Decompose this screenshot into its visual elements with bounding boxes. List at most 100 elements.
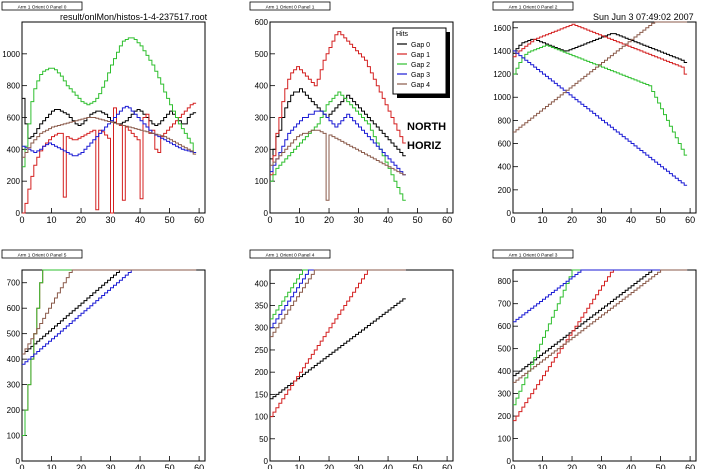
y-tick-label: 200 xyxy=(7,177,21,186)
x-tick-label: 40 xyxy=(135,463,145,469)
x-tick-label: 50 xyxy=(165,463,175,469)
x-tick-label: 20 xyxy=(324,215,334,225)
x-tick-label: 20 xyxy=(76,463,86,469)
x-tick-label: 40 xyxy=(383,215,393,225)
y-tick-label: 700 xyxy=(7,279,21,288)
y-tick-label: 250 xyxy=(255,346,269,355)
series-gap-0 xyxy=(513,33,688,63)
x-tick-label: 20 xyxy=(567,463,577,469)
x-tick-label: 30 xyxy=(106,463,116,469)
x-tick-label: 20 xyxy=(324,463,334,469)
series-gap-1 xyxy=(270,269,406,418)
panel-title: Arm 1 Orient 0 Panel 2 xyxy=(509,5,558,11)
y-tick-label: 1000 xyxy=(493,93,511,102)
y-tick-label: 600 xyxy=(255,18,269,27)
panel-title: Arm 1 Orient 0 Panel 3 xyxy=(509,253,558,259)
panel-title: Arm 1 Orient 0 Panel 5 xyxy=(18,253,67,259)
panel-title: Arm 1 Orient 0 Panel 4 xyxy=(266,253,315,259)
timestamp: Sun Jun 3 07:49:02 2007 xyxy=(593,12,694,22)
x-tick-label: 30 xyxy=(106,215,116,225)
y-tick-label: 1000 xyxy=(2,50,20,59)
x-tick-label: 10 xyxy=(538,215,548,225)
series-gap-0 xyxy=(22,97,197,139)
y-tick-label: 200 xyxy=(498,186,512,195)
legend-box xyxy=(392,27,447,95)
x-tick-label: 40 xyxy=(626,215,636,225)
series-gap-4 xyxy=(22,117,197,158)
x-tick-label: 10 xyxy=(47,215,57,225)
y-tick-label: 800 xyxy=(498,277,512,286)
series-gap-1 xyxy=(270,31,406,176)
legend-entry: Gap 0 xyxy=(411,42,430,49)
panel-0: Arm 1 Orient 0 Panel 00 10 20 30 40 50 6002004… xyxy=(1,1,206,225)
series-gap-4 xyxy=(270,129,406,201)
plot-frame xyxy=(21,269,206,462)
series-gap-4 xyxy=(22,269,197,355)
series-gap-3 xyxy=(513,269,688,323)
series-gap-3 xyxy=(22,105,197,157)
legend-entry: Gap 4 xyxy=(411,82,430,89)
y-tick-label: 1400 xyxy=(493,47,511,56)
y-tick-label: 500 xyxy=(498,345,512,354)
series-gap-2 xyxy=(22,37,197,168)
legend-entry: Gap 2 xyxy=(411,62,430,69)
y-tick-label: 500 xyxy=(7,330,21,339)
x-tick-label: 60 xyxy=(685,215,695,225)
y-tick-label: 200 xyxy=(255,145,269,154)
panel-title: Arm 1 Orient 0 Panel 0 xyxy=(18,5,67,11)
y-tick-label: 300 xyxy=(498,390,512,399)
y-tick-label: 600 xyxy=(498,140,512,149)
series-gap-3 xyxy=(513,50,688,186)
y-tick-label: 800 xyxy=(7,82,21,91)
y-tick-label: 150 xyxy=(255,390,269,399)
y-tick-label: 0 xyxy=(264,457,269,466)
x-tick-label: 0 xyxy=(267,215,272,225)
y-tick-label: 400 xyxy=(255,82,269,91)
y-tick-label: 300 xyxy=(255,324,269,333)
legend-entry: Gap 1 xyxy=(411,52,430,59)
series-gap-4 xyxy=(513,21,688,133)
x-tick-label: 0 xyxy=(267,463,272,469)
x-tick-label: 50 xyxy=(165,215,175,225)
panel-title: Arm 1 Orient 0 Panel 1 xyxy=(266,5,315,11)
x-tick-label: 50 xyxy=(413,463,423,469)
y-tick-label: 50 xyxy=(259,435,268,444)
plot-frame xyxy=(512,21,697,214)
x-tick-label: 10 xyxy=(538,463,548,469)
y-tick-label: 1600 xyxy=(493,24,511,33)
y-tick-label: 600 xyxy=(7,114,21,123)
y-tick-label: 0 xyxy=(264,209,269,218)
y-tick-label: 100 xyxy=(7,432,21,441)
plot-frame xyxy=(512,269,697,462)
y-tick-label: 100 xyxy=(255,177,269,186)
x-tick-label: 20 xyxy=(76,215,86,225)
series-gap-2 xyxy=(270,91,406,201)
x-tick-label: 60 xyxy=(442,463,452,469)
y-tick-label: 600 xyxy=(7,304,21,313)
panel-title-box xyxy=(492,249,574,259)
y-tick-label: 200 xyxy=(255,368,269,377)
y-tick-label: 0 xyxy=(16,457,21,466)
y-tick-label: 400 xyxy=(498,163,512,172)
panel-title-box xyxy=(1,249,83,259)
series-gap-1 xyxy=(513,23,688,75)
y-tick-label: 300 xyxy=(255,114,269,123)
y-tick-label: 0 xyxy=(507,209,512,218)
y-tick-label: 300 xyxy=(7,381,21,390)
x-tick-label: 40 xyxy=(383,463,393,469)
series-gap-4 xyxy=(270,269,406,338)
x-tick-label: 60 xyxy=(442,215,452,225)
y-tick-label: 350 xyxy=(255,302,269,311)
y-tick-label: 400 xyxy=(255,279,269,288)
plot-frame xyxy=(269,269,454,462)
panel-4: Arm 1 Orient 0 Panel 40 10 20 30 40 50 6005010… xyxy=(249,249,454,469)
x-tick-label: 0 xyxy=(19,463,24,469)
x-tick-label: 10 xyxy=(295,463,305,469)
x-tick-label: 10 xyxy=(295,215,305,225)
y-tick-label: 1200 xyxy=(493,70,511,79)
y-tick-label: 700 xyxy=(498,300,512,309)
x-tick-label: 60 xyxy=(194,463,204,469)
y-tick-label: 0 xyxy=(507,457,512,466)
x-tick-label: 60 xyxy=(194,215,204,225)
